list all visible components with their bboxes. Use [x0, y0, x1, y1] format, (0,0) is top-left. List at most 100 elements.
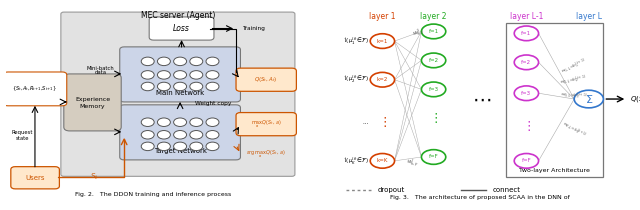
Circle shape: [157, 57, 170, 66]
FancyBboxPatch shape: [11, 167, 60, 189]
Text: $\Sigma$: $\Sigma$: [584, 93, 593, 105]
Text: $Q(S_t, A_t)$: $Q(S_t, A_t)$: [630, 94, 640, 104]
Circle shape: [515, 55, 538, 70]
Text: f=F: f=F: [429, 155, 438, 160]
Text: Experience
Memory: Experience Memory: [75, 97, 110, 109]
Text: Main Network: Main Network: [156, 90, 204, 96]
Circle shape: [206, 71, 219, 79]
Text: $\cdots$: $\cdots$: [362, 120, 369, 125]
FancyBboxPatch shape: [3, 72, 67, 106]
Circle shape: [173, 142, 187, 151]
Text: layer 2: layer 2: [420, 12, 447, 21]
Circle shape: [206, 118, 219, 126]
FancyBboxPatch shape: [120, 105, 241, 160]
Text: Weight copy: Weight copy: [195, 101, 231, 106]
Circle shape: [422, 24, 446, 39]
Text: $\vdots$: $\vdots$: [378, 115, 387, 129]
Text: layer L-1: layer L-1: [509, 12, 543, 21]
Text: f=1: f=1: [522, 31, 531, 36]
Text: Two-layer Architecture: Two-layer Architecture: [519, 168, 590, 173]
Text: $w_{2,L}\!=\!b_2^{(t+1)}$: $w_{2,L}\!=\!b_2^{(t+1)}$: [559, 73, 588, 88]
Circle shape: [422, 150, 446, 164]
Circle shape: [173, 71, 187, 79]
Text: MEC server (Agent): MEC server (Agent): [141, 11, 216, 20]
Text: $w_{F,L}\!=\!b_F^{(t+1)}$: $w_{F,L}\!=\!b_F^{(t+1)}$: [559, 119, 588, 141]
Circle shape: [141, 82, 154, 91]
FancyBboxPatch shape: [236, 113, 296, 136]
Text: f=3: f=3: [429, 87, 438, 92]
Text: layer L: layer L: [576, 12, 602, 21]
Circle shape: [157, 71, 170, 79]
Circle shape: [173, 82, 187, 91]
Text: $S_t$: $S_t$: [90, 172, 99, 182]
FancyBboxPatch shape: [506, 23, 604, 177]
Circle shape: [190, 142, 203, 151]
Circle shape: [190, 82, 203, 91]
Circle shape: [422, 53, 446, 68]
Circle shape: [422, 82, 446, 97]
Circle shape: [173, 57, 187, 66]
Text: f=3: f=3: [522, 91, 531, 96]
Circle shape: [141, 131, 154, 139]
Circle shape: [206, 131, 219, 139]
Text: $\{S_t,\!A_t,\!R_{t\!+\!1},\!S_{t\!+\!1}\}$: $\{S_t,\!A_t,\!R_{t\!+\!1},\!S_{t\!+\!1}…: [12, 85, 58, 93]
Circle shape: [173, 131, 187, 139]
FancyBboxPatch shape: [149, 17, 214, 40]
Text: Users: Users: [25, 175, 45, 181]
Text: $\mathbb{1}(\mu_1^{(t)}\!\in\!\mathcal{F})$: $\mathbb{1}(\mu_1^{(t)}\!\in\!\mathcal{F…: [343, 35, 369, 47]
Text: $\arg\max_a Q(S_t,a)$: $\arg\max_a Q(S_t,a)$: [246, 149, 286, 160]
Text: f=1: f=1: [429, 29, 438, 34]
FancyBboxPatch shape: [120, 47, 241, 102]
Text: $\vdots$: $\vdots$: [522, 119, 531, 133]
Circle shape: [190, 71, 203, 79]
Text: $\mathbb{1}(\mu_K^{(t)}\!\in\!\mathcal{F})$: $\mathbb{1}(\mu_K^{(t)}\!\in\!\mathcal{F…: [343, 155, 369, 167]
Circle shape: [190, 57, 203, 66]
Text: connect: connect: [493, 187, 521, 193]
Text: f=2: f=2: [429, 58, 438, 63]
Circle shape: [190, 118, 203, 126]
FancyBboxPatch shape: [236, 68, 296, 91]
Text: $Q(S_t,A_t)$: $Q(S_t,A_t)$: [254, 75, 278, 84]
Text: $w_{3,L}\!=\!b_3^{(t+1)}$: $w_{3,L}\!=\!b_3^{(t+1)}$: [559, 90, 588, 102]
Circle shape: [574, 90, 604, 108]
Text: $w^l_{k,F}$: $w^l_{k,F}$: [405, 156, 420, 169]
Text: Mini-batch: Mini-batch: [87, 66, 115, 71]
Circle shape: [157, 131, 170, 139]
FancyBboxPatch shape: [61, 12, 295, 176]
Circle shape: [370, 72, 394, 87]
Circle shape: [141, 142, 154, 151]
Text: $\max_a Q(S_t,a)$: $\max_a Q(S_t,a)$: [251, 119, 282, 130]
Circle shape: [157, 118, 170, 126]
Circle shape: [141, 118, 154, 126]
Text: Training: Training: [242, 26, 265, 31]
Circle shape: [370, 154, 394, 168]
Text: f=F: f=F: [522, 158, 531, 163]
Text: data: data: [95, 70, 107, 75]
Text: dropout: dropout: [378, 187, 405, 193]
Text: Request
state: Request state: [12, 130, 33, 141]
Circle shape: [206, 142, 219, 151]
Circle shape: [370, 34, 394, 49]
Text: Target Network: Target Network: [154, 148, 207, 154]
Text: $w_{1,L}\!=\!b_1^{(t+1)}$: $w_{1,L}\!=\!b_1^{(t+1)}$: [559, 56, 588, 77]
Circle shape: [141, 71, 154, 79]
Text: $\cdots$: $\cdots$: [472, 89, 492, 109]
FancyBboxPatch shape: [64, 74, 121, 131]
Text: f=2: f=2: [522, 60, 531, 65]
Text: $w^1_{k,f}$: $w^1_{k,f}$: [412, 26, 426, 39]
Text: $\mathbb{1}(\mu_2^{(t)}\!\in\!\mathcal{F})$: $\mathbb{1}(\mu_2^{(t)}\!\in\!\mathcal{F…: [343, 74, 369, 85]
Text: Fig. 2.   The DDON training and inference process: Fig. 2. The DDON training and inference …: [76, 192, 232, 197]
Text: k=K: k=K: [377, 158, 388, 163]
Circle shape: [515, 154, 538, 168]
Circle shape: [515, 26, 538, 41]
Circle shape: [173, 118, 187, 126]
Text: Fig. 3.   The architecture of proposed SCAA in the DNN of: Fig. 3. The architecture of proposed SCA…: [390, 194, 570, 200]
Text: $\vdots$: $\vdots$: [429, 111, 438, 125]
Circle shape: [206, 82, 219, 91]
Text: Loss: Loss: [173, 24, 190, 33]
Text: k=2: k=2: [377, 77, 388, 82]
Text: layer 1: layer 1: [369, 12, 396, 21]
Circle shape: [157, 142, 170, 151]
Circle shape: [515, 86, 538, 101]
Circle shape: [190, 131, 203, 139]
